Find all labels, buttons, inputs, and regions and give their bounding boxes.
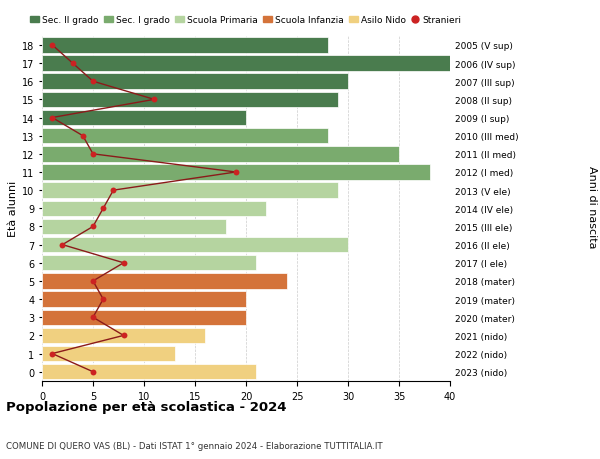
Point — [88, 278, 98, 285]
Point — [149, 96, 159, 104]
Point — [47, 350, 57, 358]
Point — [88, 314, 98, 321]
Point — [47, 115, 57, 122]
Bar — [42, 346, 175, 362]
Bar — [42, 92, 338, 108]
Point — [47, 42, 57, 50]
Point — [58, 241, 67, 249]
Text: COMUNE DI QUERO VAS (BL) - Dati ISTAT 1° gennaio 2024 - Elaborazione TUTTITALIA.: COMUNE DI QUERO VAS (BL) - Dati ISTAT 1°… — [6, 441, 383, 450]
Point — [88, 223, 98, 230]
Legend: Sec. II grado, Sec. I grado, Scuola Primaria, Scuola Infanzia, Asilo Nido, Stran: Sec. II grado, Sec. I grado, Scuola Prim… — [27, 12, 465, 29]
Point — [88, 78, 98, 86]
Bar — [42, 165, 430, 180]
Text: Anni di nascita: Anni di nascita — [587, 165, 597, 248]
Bar — [42, 201, 266, 217]
Bar — [42, 274, 287, 289]
Bar — [42, 38, 328, 54]
Point — [68, 60, 77, 67]
Bar — [42, 183, 338, 198]
Point — [98, 205, 108, 213]
Bar — [42, 256, 256, 271]
Point — [78, 133, 88, 140]
Point — [98, 296, 108, 303]
Text: Popolazione per età scolastica - 2024: Popolazione per età scolastica - 2024 — [6, 400, 287, 413]
Bar — [42, 74, 348, 90]
Point — [231, 169, 241, 176]
Point — [88, 368, 98, 375]
Point — [109, 187, 118, 195]
Bar — [42, 364, 256, 380]
Bar — [42, 310, 246, 325]
Bar — [42, 219, 226, 235]
Bar — [42, 147, 399, 162]
Point — [119, 259, 128, 267]
Bar — [42, 129, 328, 144]
Point — [119, 332, 128, 339]
Bar — [42, 56, 450, 72]
Bar — [42, 292, 246, 307]
Bar — [42, 111, 246, 126]
Y-axis label: Età alunni: Età alunni — [8, 181, 18, 237]
Bar — [42, 328, 205, 343]
Point — [88, 151, 98, 158]
Bar — [42, 237, 348, 253]
